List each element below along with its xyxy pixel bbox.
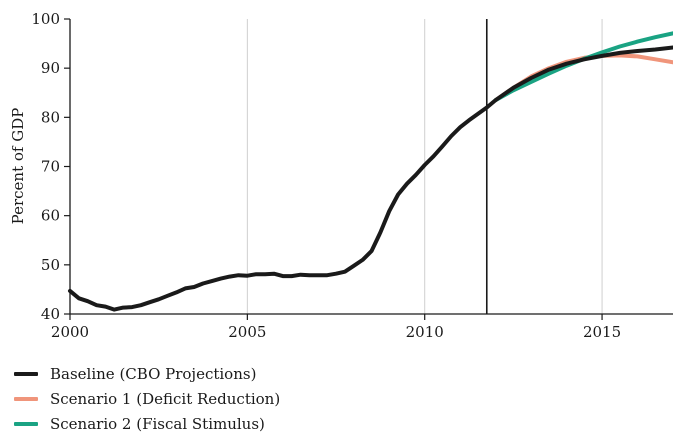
legend-item-baseline: Baseline (CBO Projections)	[14, 361, 280, 386]
legend-label-scenario-1: Scenario 1 (Deficit Reduction)	[50, 389, 281, 408]
legend-label-baseline: Baseline (CBO Projections)	[50, 364, 257, 383]
legend-swatch-baseline	[14, 371, 38, 376]
x-tick-label-2015: 2015	[583, 323, 621, 341]
y-tick-label-90: 90	[41, 59, 60, 77]
legend: Baseline (CBO Projections) Scenario 1 (D…	[14, 361, 280, 436]
legend-item-scenario-1: Scenario 1 (Deficit Reduction)	[14, 386, 280, 411]
x-tick-label-2005: 2005	[228, 323, 266, 341]
y-tick-label-70: 70	[41, 158, 60, 176]
series-line-scenario-2	[493, 31, 673, 103]
y-tick-label-100: 100	[31, 10, 60, 28]
x-tick-label-2010: 2010	[406, 323, 444, 341]
series-line-baseline	[68, 45, 673, 312]
y-axis-title: Percent of GDP	[9, 108, 27, 225]
x-tick-label-2000: 2000	[51, 323, 89, 341]
legend-swatch-scenario-1	[14, 396, 38, 401]
axes	[64, 18, 673, 320]
legend-label-scenario-2: Scenario 2 (Fiscal Stimulus)	[50, 414, 265, 433]
series-lines	[68, 31, 673, 312]
y-tick-label-50: 50	[41, 256, 60, 274]
y-tick-label-40: 40	[41, 305, 60, 323]
y-tick-label-60: 60	[41, 207, 60, 225]
tick-labels: 40 50 60 70 80 90 100 2000 2005 2010 2015	[31, 10, 621, 341]
series-line-scenario-1	[493, 53, 673, 103]
y-tick-label-80: 80	[41, 108, 60, 126]
legend-item-scenario-2: Scenario 2 (Fiscal Stimulus)	[14, 411, 280, 436]
legend-swatch-scenario-2	[14, 421, 38, 426]
